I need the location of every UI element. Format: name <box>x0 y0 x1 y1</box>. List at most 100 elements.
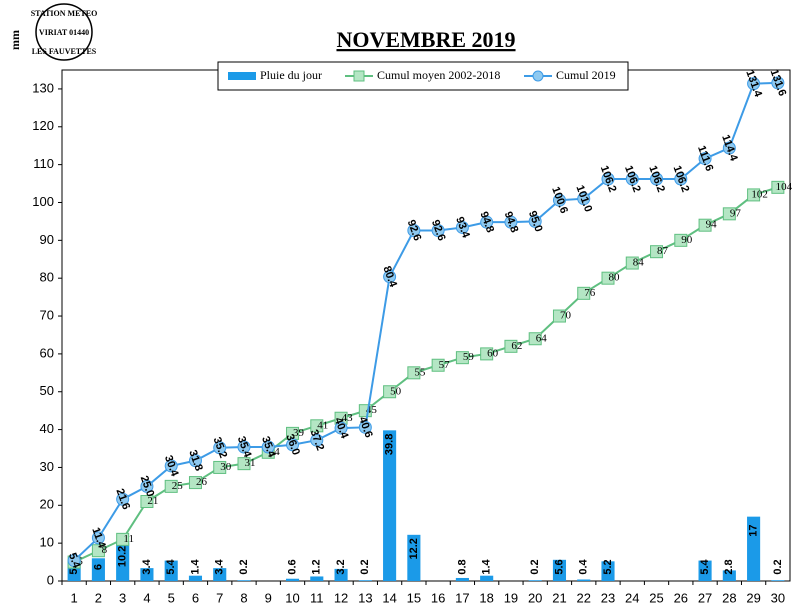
bar <box>722 570 736 581</box>
x-tick-label: 7 <box>216 590 223 605</box>
legend-swatch <box>228 72 256 80</box>
marker <box>455 351 469 365</box>
data-label: 114.4 <box>719 133 740 163</box>
marker <box>625 256 639 270</box>
x-tick-label: 29 <box>746 590 760 605</box>
bar <box>698 560 712 581</box>
bar <box>164 560 178 581</box>
data-label: 76 <box>584 287 596 299</box>
marker <box>310 419 324 433</box>
data-label: 106.2 <box>598 164 619 194</box>
data-label: 64 <box>536 332 548 344</box>
bar <box>310 576 324 581</box>
marker <box>771 180 785 194</box>
x-tick-label: 5 <box>168 590 175 605</box>
y-tick-label: 60 <box>40 345 54 360</box>
x-tick-label: 26 <box>674 590 688 605</box>
legend-label: Cumul 2019 <box>556 68 616 82</box>
x-tick-label: 17 <box>455 590 469 605</box>
data-label: 45 <box>366 404 378 416</box>
marker <box>601 172 615 186</box>
data-label: 102 <box>751 188 768 200</box>
x-tick-label: 9 <box>265 590 272 605</box>
bar-label: 3.4 <box>214 558 226 574</box>
bar-label: 3.4 <box>141 558 153 574</box>
x-tick-label: 30 <box>771 590 785 605</box>
x-tick-label: 27 <box>698 590 712 605</box>
bar <box>91 558 105 581</box>
x-tick-label: 16 <box>431 590 445 605</box>
bar <box>407 534 421 581</box>
line <box>73 186 779 563</box>
x-tick-label: 11 <box>310 590 324 605</box>
bar <box>480 575 494 581</box>
marker <box>213 460 227 474</box>
bar-label: 0.2 <box>238 559 250 574</box>
marker <box>552 193 566 207</box>
bar <box>285 578 300 581</box>
bar-label: 0.2 <box>359 559 371 574</box>
bar <box>237 580 251 581</box>
bar-label: 0.6 <box>286 559 298 574</box>
marker <box>504 215 518 229</box>
data-label: 80 <box>609 272 621 284</box>
bar-label: 0.4 <box>578 558 590 574</box>
y-tick-label: 30 <box>40 459 54 474</box>
data-label: 34 <box>269 446 281 458</box>
data-label: 131.4 <box>743 69 764 100</box>
data-label: 100.6 <box>549 185 570 215</box>
marker <box>140 495 154 509</box>
bar-label: 0.8 <box>456 559 468 574</box>
marker <box>383 385 397 399</box>
y-tick-label: 20 <box>40 497 54 512</box>
bar <box>528 580 542 581</box>
bar <box>383 430 397 581</box>
bar-label: 12.2 <box>408 538 420 559</box>
marker <box>431 358 445 372</box>
y-tick-label: 40 <box>40 421 54 436</box>
data-label: 43 <box>342 412 354 424</box>
marker <box>528 332 542 346</box>
bar <box>334 568 348 581</box>
bar <box>552 559 567 581</box>
marker <box>213 441 227 455</box>
y-tick-label: 80 <box>40 270 54 285</box>
data-label: 5.4 <box>66 551 83 570</box>
marker <box>625 172 639 186</box>
y-tick-label: 50 <box>40 383 54 398</box>
bar <box>771 580 785 581</box>
marker <box>116 532 130 546</box>
marker <box>188 454 202 468</box>
bar <box>577 579 591 581</box>
legend-box <box>217 61 629 91</box>
y-tick-label: 100 <box>32 194 54 209</box>
marker <box>310 433 324 447</box>
bar <box>140 568 154 581</box>
bar <box>213 568 227 581</box>
bar-label: 0.2 <box>529 559 541 574</box>
x-tick-label: 24 <box>625 590 639 605</box>
y-tick-label: 0 <box>47 572 54 587</box>
logo-ring <box>35 3 93 61</box>
x-tick-label: 14 <box>382 590 396 605</box>
y-axis-label: mm <box>8 30 22 50</box>
data-label: 87 <box>657 245 669 257</box>
logo-text: LES FAUVETTES <box>32 47 97 56</box>
y-tick-label: 130 <box>32 80 54 95</box>
x-tick-label: 2 <box>95 590 102 605</box>
bar <box>358 580 372 581</box>
bar-label: 2.8 <box>723 559 735 574</box>
x-tick-label: 20 <box>528 590 542 605</box>
logo-text: VIRIAT 01440 <box>39 28 89 37</box>
marker <box>237 457 251 471</box>
marker <box>577 192 591 206</box>
data-label: 8 <box>102 544 108 556</box>
marker <box>237 440 251 454</box>
data-label: 41 <box>317 419 328 431</box>
bar-label: 6 <box>92 564 104 570</box>
marker <box>164 479 178 493</box>
y-tick-label: 10 <box>40 535 54 550</box>
data-label: 57 <box>439 359 451 371</box>
bar <box>455 577 469 581</box>
x-tick-label: 23 <box>601 590 615 605</box>
